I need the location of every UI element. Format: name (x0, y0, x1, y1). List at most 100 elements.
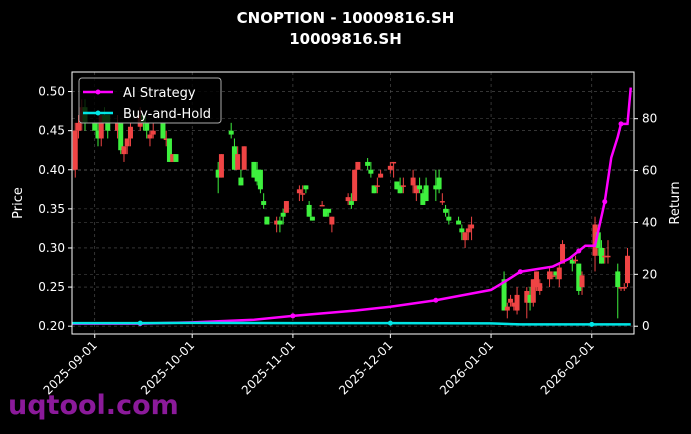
candle-body (173, 154, 179, 162)
x-tick-label: 2025-10-01 (138, 338, 197, 397)
y-tick-label: 0.25 (38, 280, 65, 294)
candle-body (231, 146, 237, 170)
candle-body (147, 134, 153, 139)
candle-body (553, 271, 559, 276)
candle-body (296, 189, 302, 194)
legend-marker (95, 110, 101, 116)
candle-body (238, 177, 244, 186)
candle-body (322, 208, 328, 217)
x-tick-label: 2025-12-01 (336, 338, 395, 397)
y-tick-label: 0.30 (38, 241, 65, 255)
chart-title: CNOPTION - 10009816.SH (236, 9, 455, 27)
candle-body (391, 161, 397, 164)
candle-body (534, 271, 540, 288)
candle-body (121, 146, 127, 155)
candle-body (144, 122, 150, 131)
legend-box (78, 77, 222, 124)
x-tick-label: 2025-11-01 (239, 338, 298, 397)
candle-body (326, 208, 332, 213)
candle-body (309, 216, 315, 221)
x-tick-label: 2026-02-01 (538, 338, 597, 397)
candle-body (283, 201, 289, 213)
y2-tick-label: 60 (642, 164, 657, 178)
candle-body (127, 126, 133, 139)
legend-marker (95, 89, 101, 95)
y-tick-label: 0.45 (38, 124, 65, 138)
candle-body (92, 122, 98, 131)
candle-body (459, 228, 465, 233)
legend-label: AI Strategy (123, 86, 196, 101)
candle-body (394, 181, 400, 190)
candle-body (95, 130, 101, 139)
candle-body (124, 138, 130, 147)
candle-body (579, 275, 585, 288)
candle-body (300, 193, 306, 195)
series-line-buy-and-hold (72, 321, 631, 326)
y2-tick-label: 80 (642, 112, 657, 126)
candle-body (400, 185, 406, 187)
candle-body (573, 259, 579, 262)
candle-body (319, 204, 325, 207)
candle-body (241, 146, 247, 170)
candle-body (345, 197, 351, 202)
candle-body (504, 306, 510, 311)
candle-body (550, 275, 556, 277)
candle-body (508, 298, 514, 303)
candle-body (257, 169, 263, 190)
candle-body (413, 185, 419, 194)
candle-body (524, 290, 530, 303)
candle-body (469, 224, 475, 229)
x-tick-label: 2026-01-01 (437, 338, 496, 397)
candle-body (462, 232, 468, 241)
candle-body (163, 138, 169, 140)
candle-body (306, 204, 312, 217)
y2-tick-label: 0 (642, 319, 650, 333)
candle-body (615, 271, 621, 288)
candle-body (443, 208, 449, 213)
y-tick-label: 0.40 (38, 163, 65, 177)
y-tick-label: 0.35 (38, 202, 65, 216)
candle-body (215, 169, 221, 178)
candle-body (595, 232, 601, 248)
series-marker (290, 313, 296, 319)
candle-body (264, 216, 270, 225)
candle-body (456, 220, 462, 225)
candle-body (114, 122, 120, 131)
candle-body (355, 161, 361, 170)
series-marker (433, 297, 439, 303)
candle-body (72, 130, 78, 170)
series-marker (137, 320, 143, 326)
candle-body (465, 228, 471, 233)
candle-body (423, 185, 429, 202)
candle-body (501, 279, 507, 311)
candle-body (166, 138, 172, 162)
candle-body (537, 283, 543, 291)
candle-body (621, 287, 627, 289)
candle-body (371, 185, 377, 194)
candle-body (374, 185, 380, 187)
y2-tick-label: 20 (642, 267, 657, 281)
series-marker (517, 269, 523, 275)
candle-body (433, 185, 439, 190)
candle-body (254, 169, 260, 182)
candle-body (348, 201, 354, 205)
candle-body (251, 161, 257, 178)
candle-body (365, 161, 371, 166)
candle-body (277, 220, 283, 225)
candle-body (368, 169, 374, 174)
candle-body (569, 259, 575, 264)
candle-body (599, 247, 605, 264)
candle-body (329, 216, 335, 225)
series-marker (618, 121, 624, 127)
candle-body (280, 212, 286, 217)
candle-body (446, 216, 452, 221)
candle-body (420, 193, 426, 205)
candle-body (303, 185, 309, 190)
candle-body (261, 201, 267, 205)
series-line-ai-strategy (72, 87, 632, 325)
plot-frame (71, 71, 635, 335)
candle-body (397, 185, 403, 194)
candle-body (160, 122, 166, 139)
candle-body (274, 220, 280, 225)
candle-body (170, 154, 176, 162)
